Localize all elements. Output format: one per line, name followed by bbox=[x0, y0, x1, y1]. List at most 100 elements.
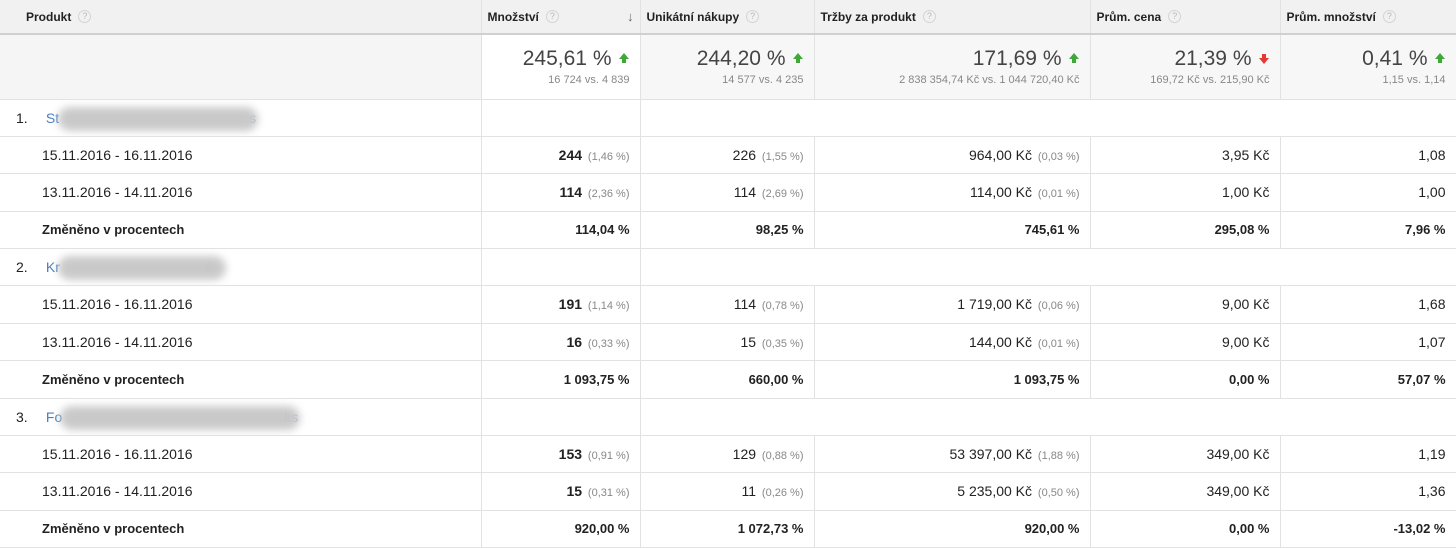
column-label: Množství bbox=[487, 9, 539, 24]
unique-value: 226 bbox=[732, 146, 757, 163]
avg-price-change: 0,00 % bbox=[1090, 360, 1281, 399]
qty-cell: 153 (0,91 %) bbox=[481, 435, 641, 473]
column-header-prum-mnozstvi[interactable]: Prům. množství? bbox=[1280, 0, 1456, 35]
product-spacer-cell bbox=[481, 248, 641, 286]
unique-share: (2,69 %) bbox=[761, 188, 804, 201]
change-label: Změněno v procentech bbox=[0, 360, 482, 399]
table-row: 15.11.2016 - 16.11.2016 244 (1,46 %) 226… bbox=[0, 136, 1456, 174]
avg-qty-change: 7,96 % bbox=[1280, 211, 1456, 249]
avg-qty-cell: 1,68 bbox=[1280, 285, 1456, 324]
unique-value: 114 bbox=[733, 296, 757, 313]
trend-up-icon bbox=[1434, 53, 1446, 65]
product-row: 2. Kré bbox=[0, 248, 1456, 286]
avg-price-cell: 349,00 Kč bbox=[1090, 435, 1281, 473]
column-label: Produkt bbox=[26, 9, 72, 24]
summary-comparison: 169,72 Kč vs. 215,90 Kč bbox=[1150, 74, 1270, 87]
date-range-label: 13.11.2016 - 14.11.2016 bbox=[0, 323, 482, 361]
table-row: 15.11.2016 - 16.11.2016 191 (1,14 %) 114… bbox=[0, 285, 1456, 324]
revenue-cell: 1 719,00 Kč (0,06 %) bbox=[814, 285, 1091, 324]
product-row: 1. Sts bbox=[0, 99, 1456, 137]
summary-comparison: 1,15 vs. 1,14 bbox=[1382, 74, 1446, 87]
redacted-blur bbox=[57, 256, 226, 280]
qty-share: (1,14 %) bbox=[587, 300, 630, 313]
revenue-share: (0,50 %) bbox=[1037, 487, 1080, 500]
revenue-share: (0,01 %) bbox=[1037, 188, 1080, 201]
redacted-blur bbox=[59, 405, 300, 430]
help-icon[interactable]: ? bbox=[1382, 10, 1396, 23]
avg-qty-cell: 1,19 bbox=[1280, 435, 1456, 473]
avg-price-change: 0,00 % bbox=[1090, 510, 1281, 548]
trend-down-icon bbox=[1258, 53, 1270, 65]
qty-share: (2,36 %) bbox=[587, 188, 630, 201]
qty-value: 244 bbox=[558, 146, 583, 163]
unique-value: 114 bbox=[733, 184, 757, 201]
revenue-value: 1 719,00 Kč bbox=[957, 296, 1033, 313]
unique-cell: 226 (1,55 %) bbox=[640, 136, 815, 174]
qty-change: 1 093,75 % bbox=[481, 360, 641, 399]
unique-share: (0,88 %) bbox=[761, 449, 804, 462]
unique-value: 129 bbox=[732, 445, 757, 462]
help-icon[interactable]: ? bbox=[746, 10, 760, 23]
sort-descending-icon[interactable]: ↓ bbox=[627, 9, 634, 24]
summary-row: 245,61 % 16 724 vs. 4 839 244,20 % 14 57… bbox=[0, 34, 1456, 100]
unique-share: (0,26 %) bbox=[761, 487, 804, 500]
product-cell: 2. Kré bbox=[0, 248, 482, 286]
unique-cell: 15 (0,35 %) bbox=[640, 323, 815, 361]
product-cell: 3. Foks bbox=[0, 398, 482, 436]
qty-cell: 16 (0,33 %) bbox=[481, 323, 641, 361]
trend-up-icon bbox=[618, 53, 630, 65]
unique-cell: 114 (0,78 %) bbox=[640, 285, 815, 324]
help-icon[interactable]: ? bbox=[78, 10, 92, 23]
column-label: Unikátní nákupy bbox=[646, 9, 740, 24]
change-label: Změněno v procentech bbox=[0, 510, 482, 548]
revenue-share: (0,03 %) bbox=[1037, 150, 1080, 163]
product-link[interactable]: Sts bbox=[46, 106, 258, 131]
summary-value: 0,41 % bbox=[1362, 47, 1428, 71]
change-row: Změněno v procentech 1 093,75 % 660,00 %… bbox=[0, 360, 1456, 399]
qty-cell: 114 (2,36 %) bbox=[481, 173, 641, 212]
column-header-unikatni-nakupy[interactable]: Unikátní nákupy? bbox=[640, 0, 815, 35]
revenue-value: 114,00 Kč bbox=[970, 184, 1033, 201]
unique-cell: 129 (0,88 %) bbox=[640, 435, 815, 473]
unique-cell: 114 (2,69 %) bbox=[640, 173, 815, 212]
qty-value: 114 bbox=[559, 184, 583, 201]
column-header-produkt[interactable]: Produkt? bbox=[0, 0, 482, 35]
summary-value: 245,61 % bbox=[522, 47, 612, 71]
qty-share: (0,33 %) bbox=[587, 337, 630, 350]
product-index: 2. bbox=[16, 259, 28, 275]
unique-cell: 11 (0,26 %) bbox=[640, 472, 815, 511]
product-link[interactable]: Kré bbox=[46, 256, 226, 280]
column-header-trzby-za-produkt[interactable]: Tržby za produkt? bbox=[814, 0, 1091, 35]
unique-change: 1 072,73 % bbox=[640, 510, 815, 548]
change-label: Změněno v procentech bbox=[0, 211, 482, 249]
revenue-change: 1 093,75 % bbox=[814, 360, 1091, 399]
unique-value: 11 bbox=[741, 483, 757, 500]
date-range-label: 15.11.2016 - 16.11.2016 bbox=[0, 136, 482, 174]
summary-comparison: 16 724 vs. 4 839 bbox=[548, 74, 630, 87]
avg-qty-cell: 1,00 bbox=[1280, 173, 1456, 212]
qty-cell: 15 (0,31 %) bbox=[481, 472, 641, 511]
revenue-change: 745,61 % bbox=[814, 211, 1091, 249]
revenue-cell: 53 397,00 Kč (1,88 %) bbox=[814, 435, 1091, 473]
help-icon[interactable]: ? bbox=[1168, 10, 1182, 23]
summary-value: 244,20 % bbox=[696, 47, 786, 71]
summary-value: 171,69 % bbox=[972, 47, 1062, 71]
avg-qty-cell: 1,07 bbox=[1280, 323, 1456, 361]
help-icon[interactable]: ? bbox=[922, 10, 936, 23]
help-icon[interactable]: ? bbox=[545, 10, 559, 23]
column-label: Tržby za produkt bbox=[820, 9, 916, 24]
revenue-cell: 144,00 Kč (0,01 %) bbox=[814, 323, 1091, 361]
qty-value: 16 bbox=[566, 333, 583, 350]
date-range-label: 13.11.2016 - 14.11.2016 bbox=[0, 472, 482, 511]
summary-comparison: 14 577 vs. 4 235 bbox=[722, 74, 804, 87]
product-spacer-cell bbox=[640, 99, 1456, 137]
column-header-prum-cena[interactable]: Prům. cena? bbox=[1090, 0, 1281, 35]
summary-value: 21,39 % bbox=[1174, 47, 1252, 71]
product-row: 3. Foks bbox=[0, 398, 1456, 436]
product-link[interactable]: Foks bbox=[46, 405, 300, 430]
product-spacer-cell bbox=[640, 398, 1456, 436]
revenue-value: 964,00 Kč bbox=[968, 146, 1033, 163]
table-row: 13.11.2016 - 14.11.2016 16 (0,33 %) 15 (… bbox=[0, 323, 1456, 361]
column-header-mnozstvi[interactable]: Množství? ↓ bbox=[481, 0, 641, 35]
column-label: Prům. cena bbox=[1096, 9, 1162, 24]
